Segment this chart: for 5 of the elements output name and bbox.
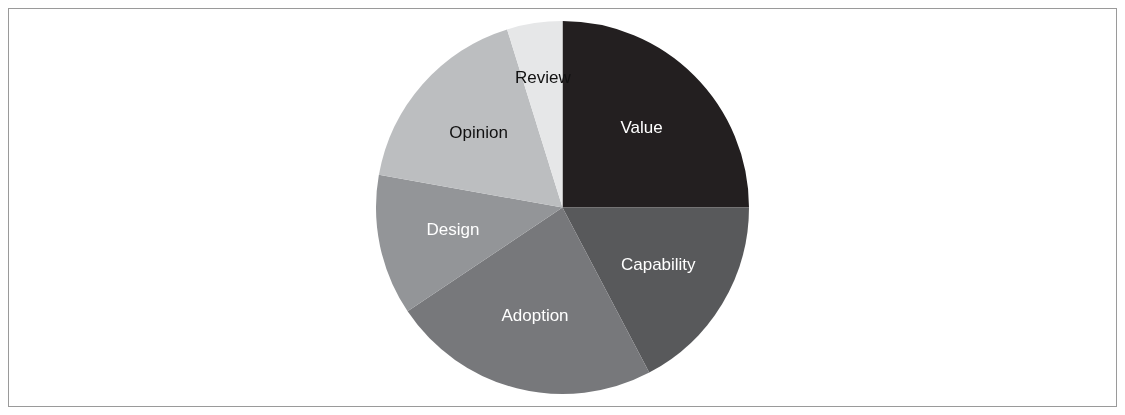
slice-label: Value <box>620 118 663 138</box>
slice-label: Design <box>426 220 480 240</box>
slice-label: Opinion <box>449 123 508 143</box>
slice-label: Capability <box>620 255 697 275</box>
slice-label: Adoption <box>501 305 569 325</box>
